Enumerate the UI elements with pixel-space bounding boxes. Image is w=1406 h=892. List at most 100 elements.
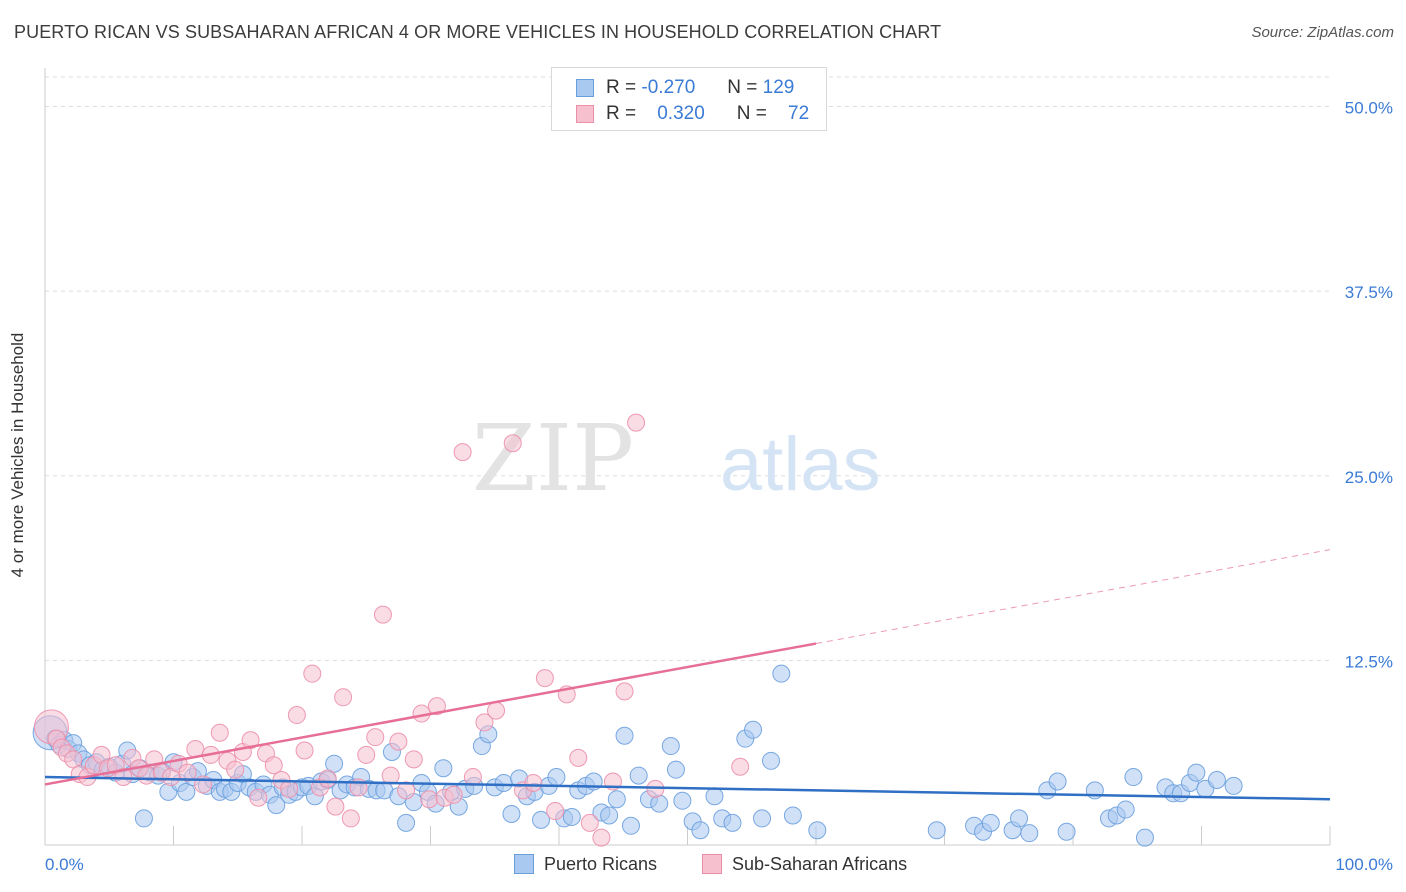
- gridlines: [45, 76, 1330, 661]
- point-puerto-rican: [562, 807, 581, 826]
- point-puerto-rican: [1048, 772, 1067, 791]
- point-puerto-rican: [723, 813, 742, 832]
- point-puerto-rican: [1187, 763, 1206, 782]
- watermark-atlas: atlas: [720, 422, 881, 507]
- point-subsaharan: [580, 813, 599, 832]
- point-puerto-rican: [1224, 776, 1243, 795]
- stats-row-puerto-ricans: R = -0.270 N = 129: [576, 76, 794, 100]
- legend-swatch-pink: [702, 854, 722, 874]
- point-subsaharan: [592, 828, 611, 847]
- point-puerto-rican: [629, 766, 648, 785]
- y-tick-label: 37.5%: [1345, 283, 1393, 302]
- swatch-blue: [576, 79, 594, 97]
- point-subsaharan: [475, 713, 494, 732]
- point-puerto-rican: [600, 806, 619, 825]
- point-subsaharan: [210, 723, 229, 742]
- point-puerto-rican: [762, 751, 781, 770]
- trend-line-subsaharan: [44, 642, 817, 786]
- point-puerto-rican: [1057, 822, 1076, 841]
- point-subsaharan: [137, 766, 156, 785]
- point-subsaharan: [569, 748, 588, 767]
- point-subsaharan: [487, 701, 506, 720]
- point-subsaharan: [453, 443, 472, 462]
- legend-item-subsaharan[interactable]: Sub-Saharan Africans: [702, 850, 907, 878]
- point-puerto-rican: [666, 760, 685, 779]
- point-puerto-rican: [772, 664, 791, 683]
- point-puerto-rican: [1135, 828, 1154, 847]
- point-puerto-rican: [927, 821, 946, 840]
- point-puerto-rican: [397, 813, 416, 832]
- point-subsaharan: [427, 697, 446, 716]
- point-puerto-rican: [808, 821, 827, 840]
- point-subsaharan: [341, 809, 360, 828]
- source-label: Source: ZipAtlas.com: [1251, 24, 1394, 41]
- point-subsaharan: [397, 781, 416, 800]
- point-puerto-rican: [134, 809, 153, 828]
- stats-row-subsaharan: R = 0.320 N = 72: [576, 102, 809, 126]
- r-value: -0.270: [641, 77, 696, 98]
- point-subsaharan: [615, 682, 634, 701]
- point-subsaharan: [404, 750, 423, 769]
- point-puerto-rican: [1020, 824, 1039, 843]
- r-label: R =: [606, 77, 637, 98]
- point-subsaharan: [389, 732, 408, 751]
- chart-title: PUERTO RICAN VS SUBSAHARAN AFRICAN 4 OR …: [14, 22, 942, 42]
- axes: [44, 68, 1331, 846]
- x-tick-label: 0.0%: [45, 855, 84, 874]
- x-tick-label: 100.0%: [1335, 855, 1393, 874]
- point-subsaharan: [546, 802, 565, 821]
- y-tick-label: 25.0%: [1345, 468, 1393, 487]
- point-subsaharan: [503, 434, 522, 453]
- point-subsaharan: [318, 769, 337, 788]
- point-subsaharan: [287, 706, 306, 725]
- point-subsaharan: [264, 756, 283, 775]
- point-puerto-rican: [494, 773, 513, 792]
- y-axis-label: 4 or more Vehicles in Household: [8, 332, 27, 578]
- point-subsaharan: [226, 760, 245, 779]
- point-subsaharan: [326, 797, 345, 816]
- swatch-pink: [576, 105, 594, 123]
- legend-swatch-blue: [514, 854, 534, 874]
- point-subsaharan: [524, 773, 543, 792]
- point-subsaharan: [366, 728, 385, 747]
- legend-label: Puerto Ricans: [544, 853, 658, 874]
- watermark: ZIP atlas: [472, 405, 881, 512]
- point-subsaharan: [249, 788, 268, 807]
- point-puerto-rican: [1124, 768, 1143, 787]
- n-value: 129: [762, 77, 795, 98]
- point-puerto-rican: [607, 790, 626, 809]
- point-subsaharan: [303, 664, 322, 683]
- trend-lines: [44, 549, 1331, 801]
- point-puerto-rican: [650, 794, 669, 813]
- point-subsaharan: [161, 768, 180, 787]
- point-puerto-rican: [783, 806, 802, 825]
- r-value: 0.320: [657, 103, 705, 124]
- watermark-zip: ZIP: [472, 405, 634, 512]
- stats-legend: R = -0.270 N = 129 R = 0.320 N = 72: [551, 67, 827, 131]
- point-puerto-rican: [532, 810, 551, 829]
- y-tick-label: 12.5%: [1345, 652, 1393, 671]
- point-subsaharan: [420, 790, 439, 809]
- n-label: N =: [727, 77, 758, 98]
- point-subsaharan: [463, 768, 482, 787]
- point-puerto-rican: [753, 809, 772, 828]
- point-puerto-rican: [1116, 800, 1135, 819]
- y-tick-label: 50.0%: [1345, 99, 1393, 118]
- point-subsaharan: [381, 766, 400, 785]
- point-puerto-rican: [705, 787, 724, 806]
- point-puerto-rican: [547, 768, 566, 787]
- point-puerto-rican: [267, 796, 286, 815]
- point-puerto-rican: [1207, 771, 1226, 790]
- point-puerto-rican: [434, 759, 453, 778]
- series-subsaharan-africans: [33, 413, 750, 847]
- point-subsaharan: [627, 413, 646, 432]
- point-puerto-rican: [615, 726, 634, 745]
- legend-item-puerto-ricans[interactable]: Puerto Ricans: [514, 850, 657, 878]
- n-label: N =: [736, 103, 767, 124]
- point-subsaharan: [357, 745, 376, 764]
- point-puerto-rican: [502, 804, 521, 823]
- point-puerto-rican: [621, 816, 640, 835]
- n-value: 72: [788, 103, 810, 124]
- point-subsaharan: [295, 741, 314, 760]
